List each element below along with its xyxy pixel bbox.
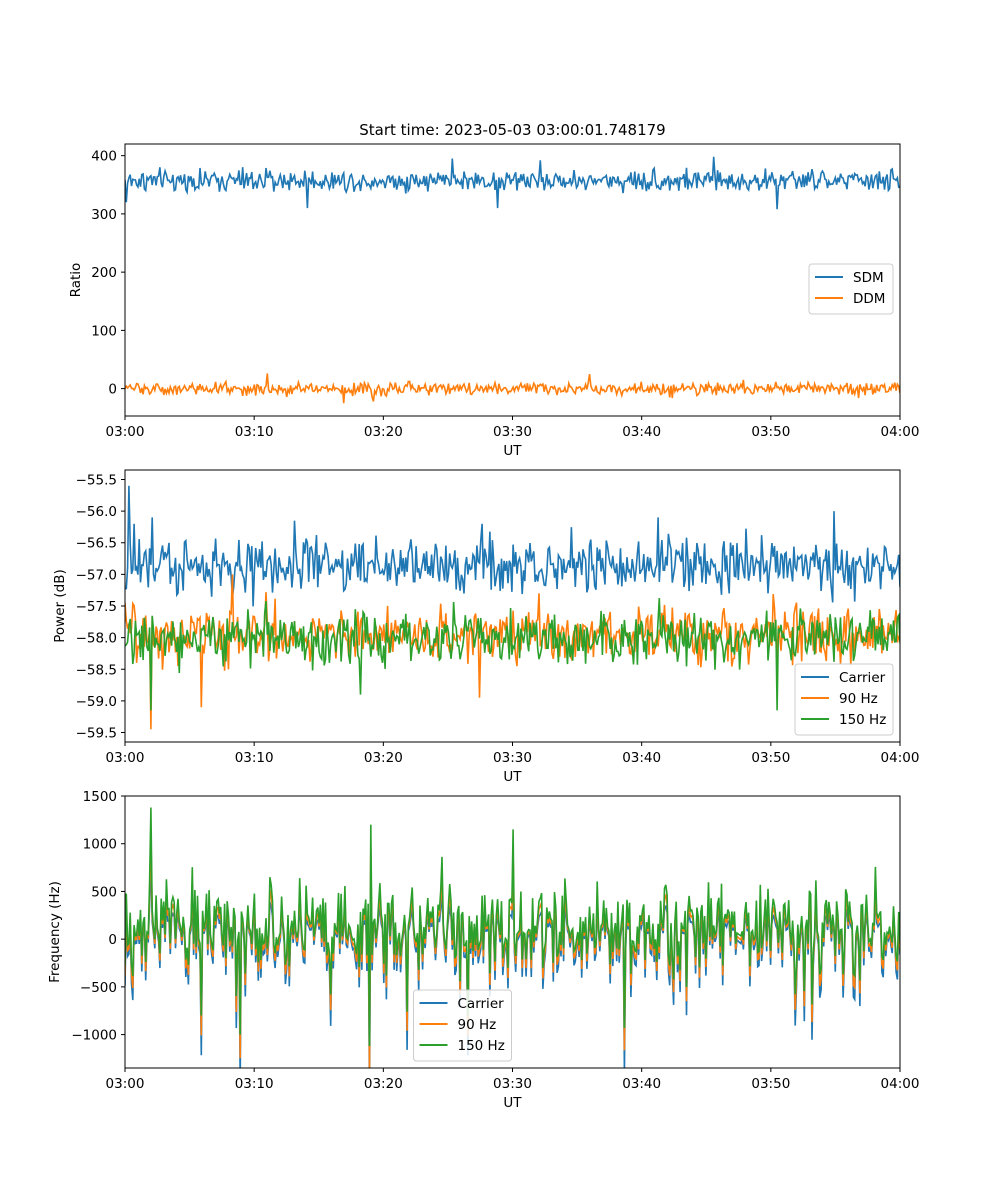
legend: SDM DDM	[808, 263, 894, 315]
chart-panel-2: 03:00 03:10 03:20 03:30 03:40 03:50 04:00 −55.5…	[52, 469, 920, 785]
plot-frame	[124, 469, 901, 743]
legend-entry: 150 Hz	[839, 712, 886, 728]
y-tick-label: 0	[108, 382, 117, 398]
x-tick-label: 03:30	[493, 1076, 532, 1092]
legend-entry: DDM	[853, 291, 885, 307]
y-tick-label: −500	[80, 980, 117, 996]
y-tick-label: −56.5	[76, 536, 117, 552]
x-tick-label: 03:50	[751, 750, 790, 766]
y-tick-label: −59.0	[76, 694, 117, 710]
legend: Carrier 90 Hz 150 Hz	[413, 989, 512, 1062]
y-axis-label: Frequency (Hz)	[47, 881, 63, 983]
x-axis-label: UT	[503, 443, 522, 459]
y-tick-label: 500	[91, 884, 117, 900]
legend-entry: 90 Hz	[839, 691, 878, 707]
x-tick-label: 03:40	[622, 1076, 661, 1092]
x-tick-label: 04:00	[881, 750, 920, 766]
series-line-ddm	[125, 373, 900, 404]
legend-entry: 150 Hz	[458, 1038, 505, 1054]
x-tick-label: 03:20	[364, 1076, 403, 1092]
series-line-sdm	[125, 156, 900, 210]
y-tick-label: −55.5	[76, 472, 117, 488]
y-tick-label: −57.0	[76, 567, 117, 583]
series-line-90-hz	[125, 574, 900, 730]
x-tick-label: 04:00	[881, 1076, 920, 1092]
y-tick-label: 200	[91, 265, 117, 281]
y-axis-label: Power (dB)	[52, 569, 68, 642]
x-tick-label: 03:40	[622, 424, 661, 440]
legend: Carrier 90 Hz 150 Hz	[794, 663, 894, 736]
y-tick-label: −56.0	[76, 504, 117, 520]
y-tick-label: −1000	[71, 1028, 117, 1044]
y-tick-label: 1000	[83, 837, 117, 853]
x-tick-label: 03:10	[235, 750, 274, 766]
chart-panel-1: 03:00 03:10 03:20 03:30 03:40 03:50 04:00 0 100 2…	[68, 121, 919, 459]
series-line-150-hz	[125, 807, 900, 1047]
y-tick-label: −58.0	[76, 631, 117, 647]
y-tick-label: −57.5	[76, 599, 117, 615]
x-axis-label: UT	[503, 769, 522, 785]
y-tick-label: 1500	[83, 789, 117, 805]
x-tick-label: 03:20	[364, 424, 403, 440]
legend-entry: SDM	[853, 270, 884, 286]
y-tick-label: 100	[91, 323, 117, 339]
chart-title: Start time: 2023-05-03 03:00:01.748179	[359, 121, 665, 139]
series-line-150-hz	[125, 597, 900, 711]
y-tick-label: 400	[91, 149, 117, 165]
chart-panel-3: 03:00 03:10 03:20 03:30 03:40 03:50 04:00 1500 1…	[47, 789, 919, 1111]
x-tick-label: 03:10	[235, 424, 274, 440]
x-tick-label: 03:30	[493, 424, 532, 440]
legend-entry: 90 Hz	[458, 1017, 497, 1033]
x-tick-label: 04:00	[881, 424, 920, 440]
x-tick-label: 03:00	[106, 1076, 145, 1092]
x-tick-label: 03:30	[493, 750, 532, 766]
y-tick-label: −59.5	[76, 726, 117, 742]
x-tick-label: 03:10	[235, 1076, 274, 1092]
x-axis-label: UT	[503, 1095, 522, 1111]
legend-entry: Carrier	[458, 996, 505, 1012]
x-tick-label: 03:50	[751, 1076, 790, 1092]
y-axis-label: Ratio	[68, 263, 84, 298]
x-tick-label: 03:50	[751, 424, 790, 440]
x-tick-label: 03:40	[622, 750, 661, 766]
x-tick-label: 03:00	[106, 424, 145, 440]
x-tick-label: 03:20	[364, 750, 403, 766]
y-tick-label: 300	[91, 207, 117, 223]
x-tick-label: 03:00	[106, 750, 145, 766]
legend-entry: Carrier	[839, 670, 886, 686]
y-tick-label: −58.5	[76, 662, 117, 678]
legend-box	[794, 663, 894, 736]
legend-box	[413, 989, 512, 1062]
y-tick-label: 0	[108, 932, 117, 948]
series-line-carrier	[125, 485, 900, 607]
